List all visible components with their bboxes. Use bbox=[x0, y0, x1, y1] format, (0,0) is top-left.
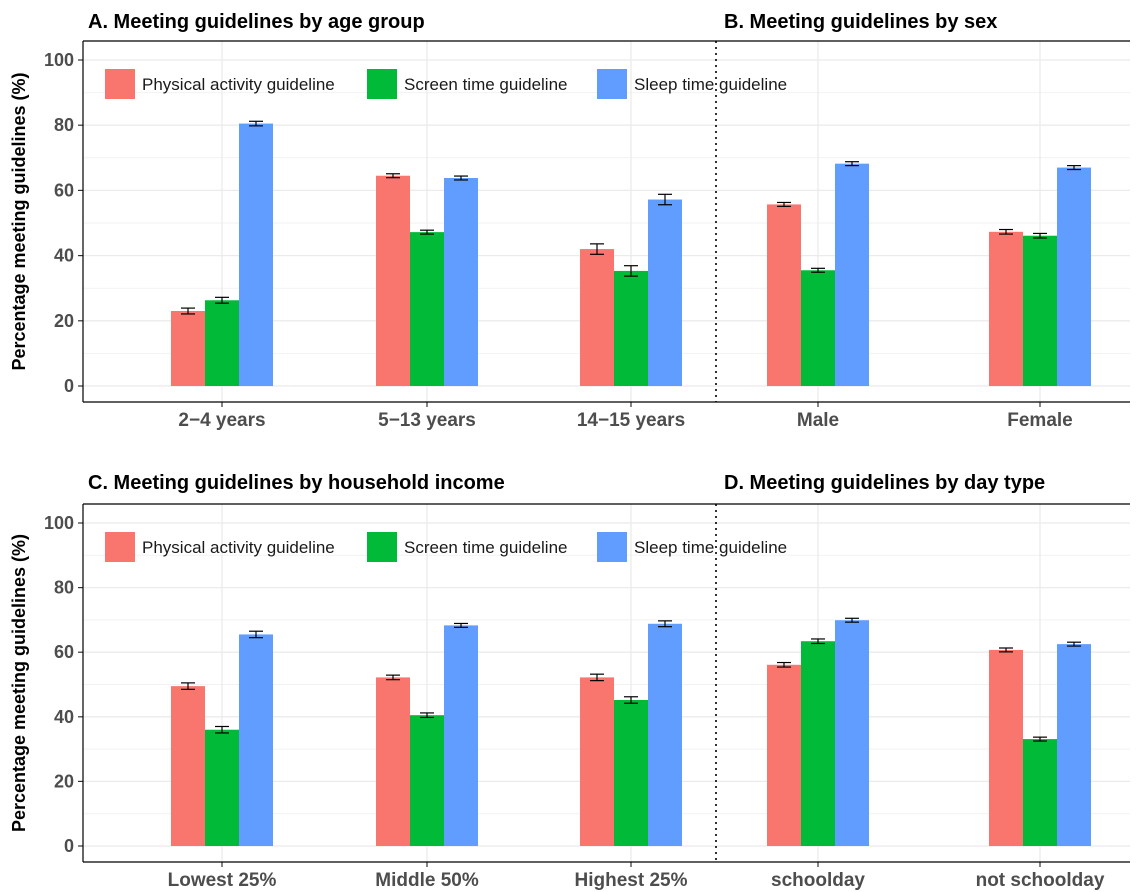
bar bbox=[171, 311, 205, 386]
bar bbox=[1023, 739, 1057, 846]
legend-swatch bbox=[105, 532, 135, 562]
y-tick-label: 40 bbox=[54, 246, 74, 266]
x-tick-label: Lowest 25% bbox=[168, 870, 277, 891]
bar bbox=[171, 686, 205, 846]
y-tick-label: 20 bbox=[54, 311, 74, 331]
panel-row-1 bbox=[78, 503, 1130, 867]
bar bbox=[580, 249, 614, 386]
bar bbox=[648, 199, 682, 386]
x-tick-label: 2−4 years bbox=[178, 410, 265, 431]
bar bbox=[376, 175, 410, 386]
bar bbox=[376, 677, 410, 846]
bar bbox=[801, 270, 835, 386]
y-tick-label: 60 bbox=[54, 180, 74, 200]
legend-swatch bbox=[105, 69, 135, 99]
bar bbox=[767, 664, 801, 846]
y-tick-label: 80 bbox=[54, 115, 74, 135]
bar bbox=[1023, 235, 1057, 386]
panel-title: B. Meeting guidelines by sex bbox=[724, 11, 997, 33]
bar bbox=[205, 729, 239, 846]
y-tick-label: 100 bbox=[44, 50, 74, 70]
y-tick-label: 20 bbox=[54, 771, 74, 791]
legend-swatch bbox=[367, 532, 397, 562]
bar bbox=[205, 300, 239, 386]
bar bbox=[614, 270, 648, 386]
bar bbox=[989, 649, 1023, 846]
bar bbox=[767, 204, 801, 386]
x-tick-label: Highest 25% bbox=[575, 870, 688, 891]
bar bbox=[989, 231, 1023, 386]
bar bbox=[239, 634, 273, 846]
legend-label: Screen time guideline bbox=[404, 75, 567, 94]
bar bbox=[648, 623, 682, 846]
x-tick-label: Female bbox=[1007, 410, 1072, 431]
legend-swatch bbox=[597, 532, 627, 562]
bar bbox=[410, 715, 444, 846]
bar bbox=[1057, 167, 1091, 386]
y-tick-label: 40 bbox=[54, 707, 74, 727]
panel-title: A. Meeting guidelines by age group bbox=[88, 11, 425, 33]
x-tick-label: Male bbox=[797, 410, 839, 431]
x-tick-label: Middle 50% bbox=[375, 870, 479, 891]
x-tick-label: not schoolday bbox=[976, 870, 1105, 891]
legend-label: Physical activity guideline bbox=[142, 75, 335, 94]
panel-row-0 bbox=[78, 40, 1130, 407]
legend-label: Physical activity guideline bbox=[142, 538, 335, 557]
y-tick-label: 0 bbox=[64, 836, 74, 856]
bar bbox=[410, 232, 444, 386]
panel-title: C. Meeting guidelines by household incom… bbox=[88, 472, 505, 494]
bar bbox=[801, 641, 835, 846]
legend-label: Sleep time guideline bbox=[634, 75, 787, 94]
legend-label: Sleep time guideline bbox=[634, 538, 787, 557]
legend-swatch bbox=[597, 69, 627, 99]
bar bbox=[835, 620, 869, 846]
y-tick-label: 60 bbox=[54, 642, 74, 662]
x-tick-label: 14−15 years bbox=[577, 410, 685, 431]
y-tick-label: 100 bbox=[44, 513, 74, 533]
bar bbox=[1057, 644, 1091, 846]
bar bbox=[835, 163, 869, 386]
legend-label: Screen time guideline bbox=[404, 538, 567, 557]
bar bbox=[580, 677, 614, 846]
bar bbox=[444, 625, 478, 846]
x-tick-label: schoolday bbox=[771, 870, 865, 891]
legend-swatch bbox=[367, 69, 397, 99]
bar bbox=[444, 178, 478, 386]
y-axis-title: Percentage meeting guidelines (%) bbox=[9, 534, 29, 832]
y-tick-label: 0 bbox=[64, 376, 74, 396]
bar bbox=[614, 700, 648, 846]
y-axis-title: Percentage meeting guidelines (%) bbox=[9, 72, 29, 370]
bar bbox=[239, 123, 273, 386]
y-tick-label: 80 bbox=[54, 578, 74, 598]
panel-title: D. Meeting guidelines by day type bbox=[724, 472, 1045, 494]
x-tick-label: 5−13 years bbox=[378, 410, 476, 431]
